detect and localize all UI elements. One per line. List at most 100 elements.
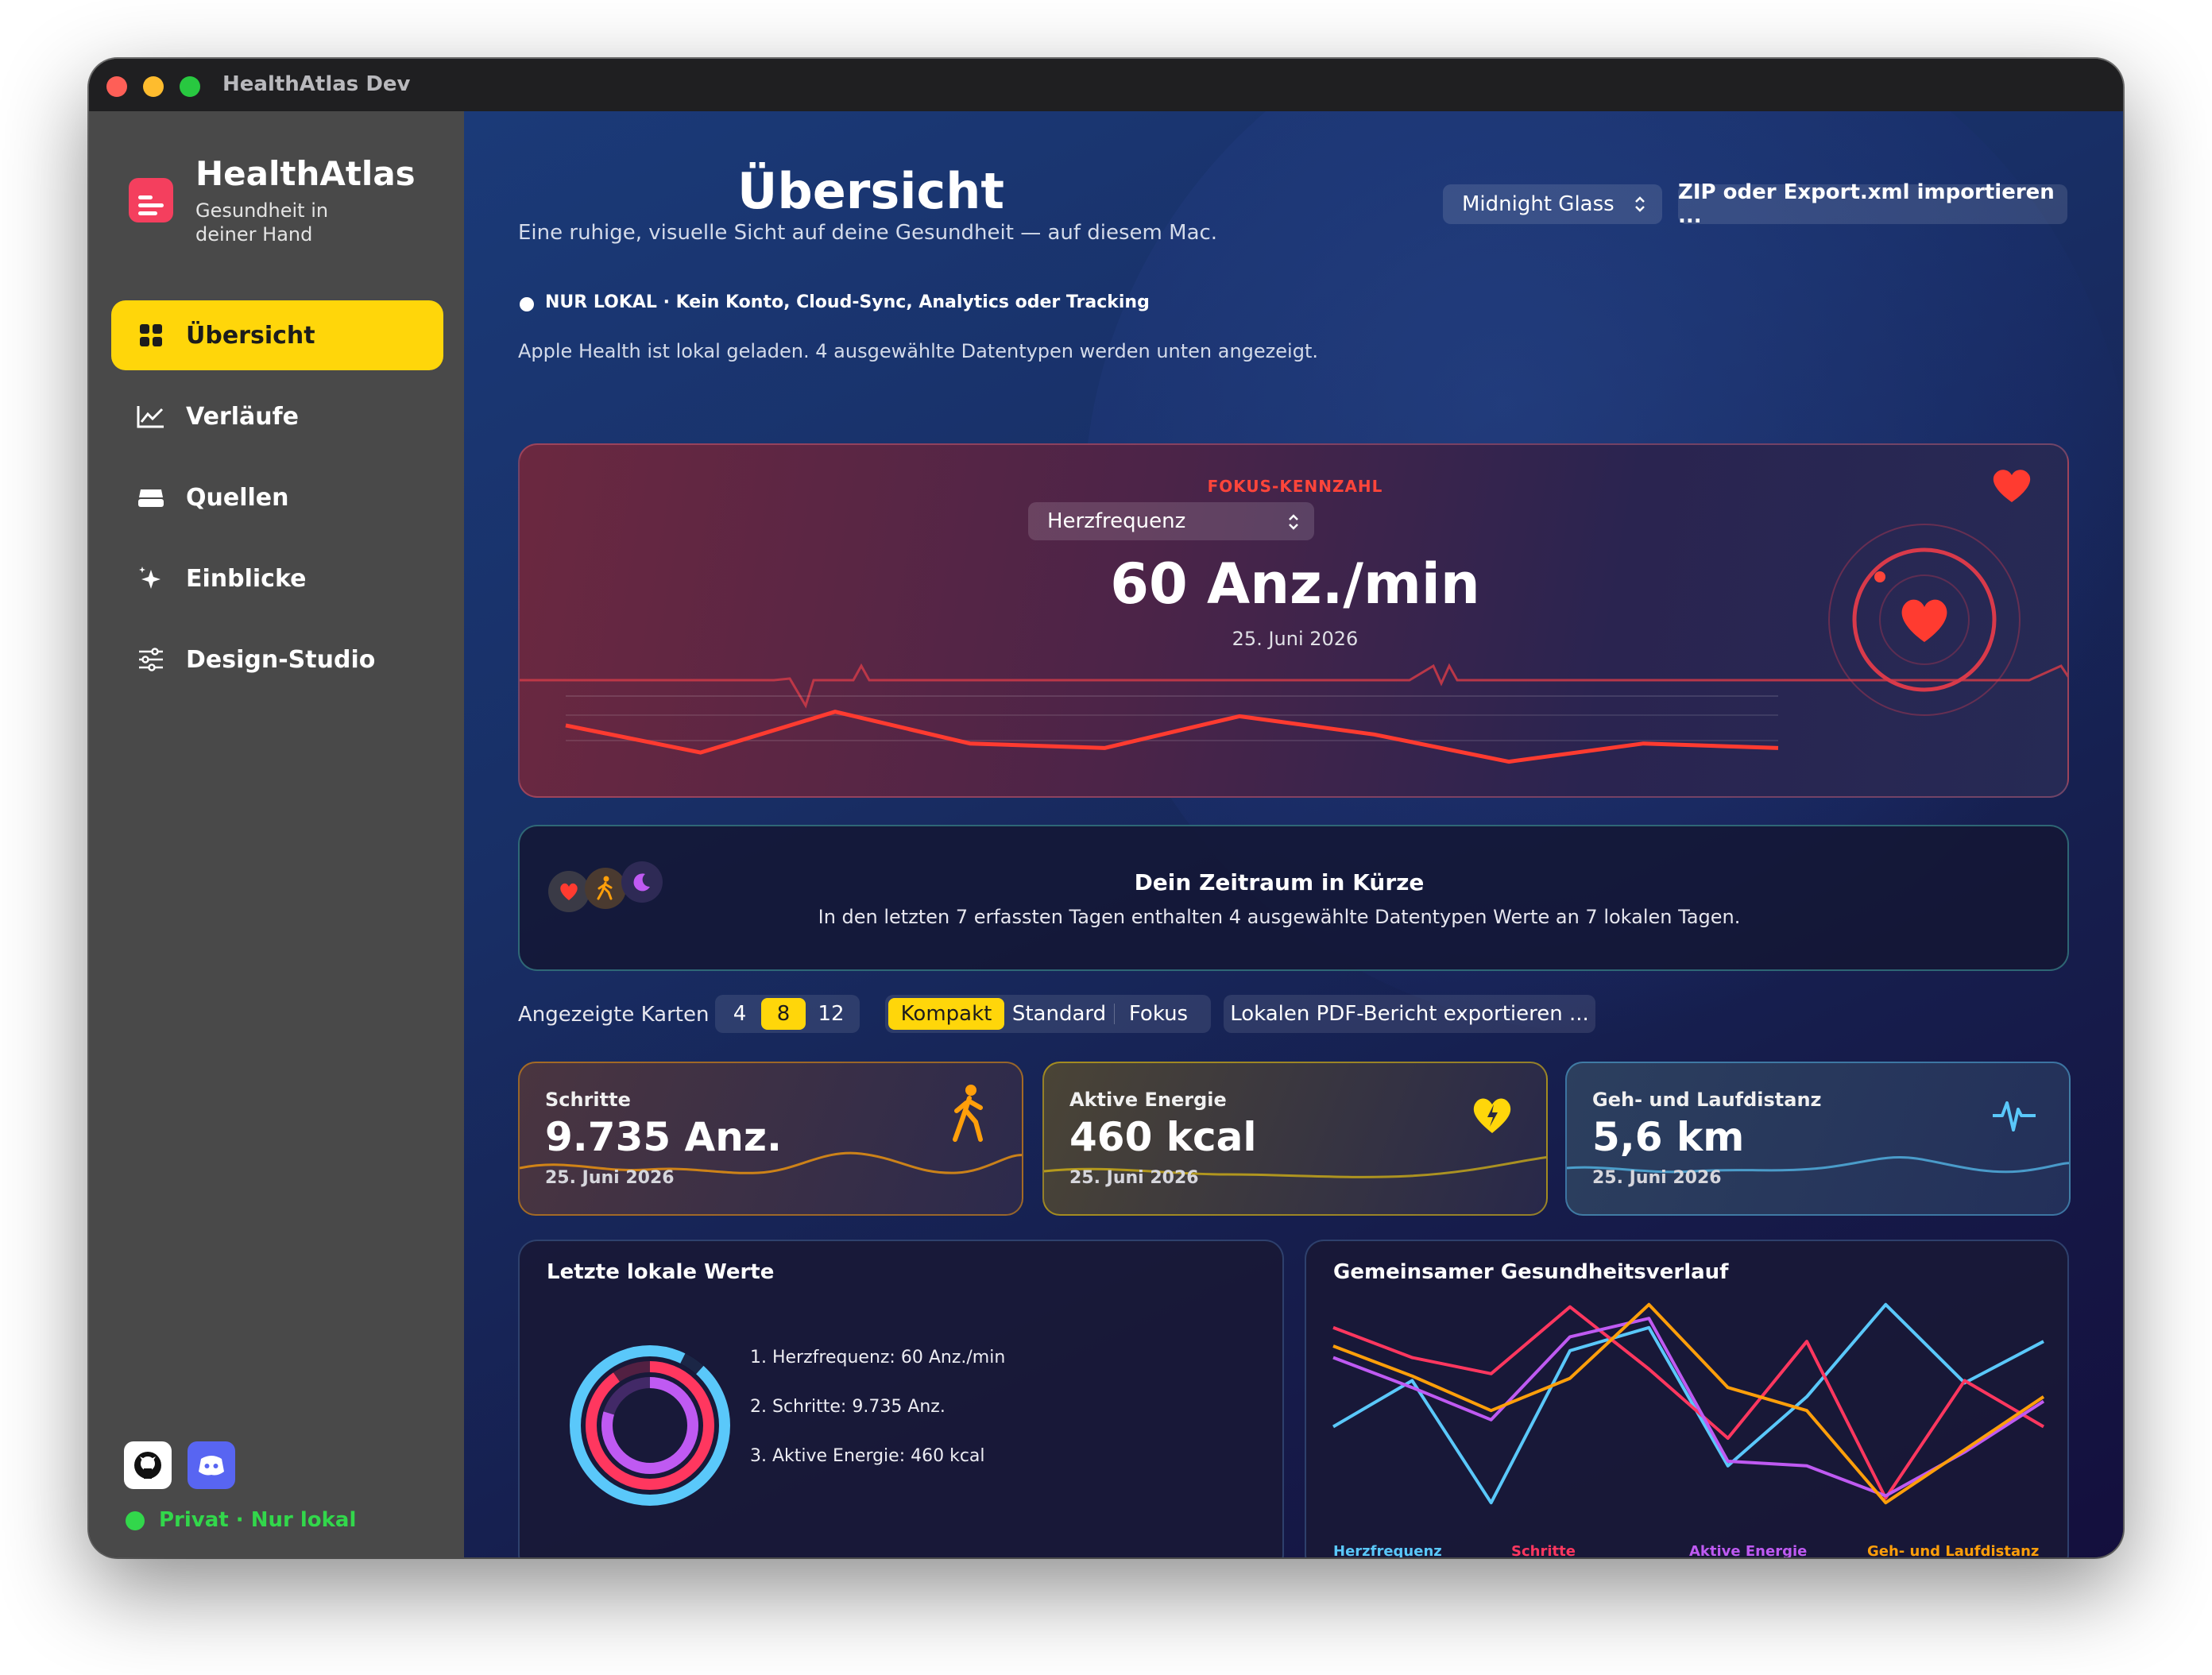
layout-mode-segmented: Kompakt Standard Fokus: [885, 995, 1211, 1033]
discord-icon: [199, 1456, 224, 1476]
minimize-window-button[interactable]: [143, 76, 164, 97]
metric-card-active-energy[interactable]: Aktive Energie 460 kcal 25. Juni 2026: [1042, 1062, 1548, 1216]
trend-line-steps: [1332, 1305, 2045, 1500]
sidebar-item-overview[interactable]: Übersicht: [111, 300, 443, 370]
sidebar: HealthAtlas Gesundheit in deiner Hand Üb…: [89, 111, 464, 1557]
focus-sparkline: [565, 710, 1779, 764]
export-pdf-button[interactable]: Lokalen PDF-Bericht exportieren ...: [1224, 995, 1595, 1033]
focus-sparkline-line: [565, 710, 1779, 764]
theme-select-value: Midnight Glass: [1462, 192, 1615, 216]
legend-heart-rate: Herzfrequenz: [1333, 1543, 1442, 1557]
walking-icon: [949, 1084, 990, 1148]
discord-button[interactable]: [188, 1441, 235, 1489]
card-count-segmented: 4 8 12: [715, 995, 860, 1033]
focus-metric-card: FOKUS-KENNZAHL Herzfrequenz 60 Anz./min …: [518, 443, 2069, 798]
focus-date: 25. Juni 2026: [1232, 628, 1359, 650]
period-summary-card: Dein Zeitraum in Kürze In den letzten 7 …: [518, 825, 2069, 971]
legend-steps: Schritte: [1511, 1543, 1576, 1557]
metric-value: 9.735 Anz.: [545, 1114, 782, 1160]
segment-divider: [1114, 1004, 1115, 1024]
waveform-icon: [1991, 1095, 2037, 1139]
metric-name: Aktive Energie: [1069, 1089, 1227, 1111]
card-count-option[interactable]: 4: [733, 1002, 747, 1026]
metric-date: 25. Juni 2026: [1592, 1168, 1722, 1188]
heart-bolt-icon: [1470, 1095, 1514, 1139]
page-title: Übersicht: [737, 162, 1005, 220]
cards-shown-label: Angezeigte Karten: [518, 1003, 710, 1027]
health-trend-card: Gemeinsamer Gesundheitsverlauf Herzfrequ…: [1305, 1240, 2069, 1557]
steps-wave: [520, 1151, 1022, 1174]
sidebar-item-trends[interactable]: Verläufe: [111, 381, 443, 451]
focus-metric-value: Herzfrequenz: [1047, 509, 1186, 533]
load-status: Apple Health ist lokal geladen. 4 ausgew…: [518, 340, 1318, 362]
app-window: HealthAtlas Dev HealthAtlas Gesundheit i…: [89, 59, 2123, 1557]
sidebar-item-label: Einblicke: [186, 564, 307, 593]
recent-values-card: Letzte lokale Werte 1. Herzfrequenz: 60 …: [518, 1240, 1284, 1557]
app-name: HealthAtlas: [195, 154, 416, 193]
chevron-up-down-icon: [1632, 194, 1648, 220]
recent-value-item: 2. Schritte: 9.735 Anz.: [750, 1397, 946, 1417]
layout-mode-option[interactable]: Fokus: [1128, 1002, 1189, 1026]
sparkles-icon: [135, 565, 167, 592]
sidebar-item-label: Übersicht: [186, 321, 315, 350]
metric-value: 460 kcal: [1069, 1114, 1257, 1160]
sidebar-item-label: Design-Studio: [186, 645, 376, 674]
grid-icon: [135, 323, 167, 347]
title-bar: HealthAtlas Dev: [89, 59, 2123, 112]
legend-active-energy: Aktive Energie: [1689, 1543, 1808, 1557]
layout-mode-option[interactable]: Kompakt: [888, 998, 1004, 1030]
sidebar-item-sources[interactable]: Quellen: [111, 462, 443, 532]
app-logo-icon: [129, 178, 173, 222]
metric-card-distance[interactable]: Geh- und Laufdistanz 5,6 km 25. Juni 202…: [1565, 1062, 2071, 1216]
stack-icon: [135, 486, 167, 509]
sidebar-item-label: Quellen: [186, 483, 289, 512]
github-icon: [134, 1452, 161, 1479]
metric-card-steps[interactable]: Schritte 9.735 Anz. 25. Juni 2026: [518, 1062, 1023, 1216]
focus-value: 60 Anz./min: [1110, 551, 1480, 617]
card-count-option[interactable]: 12: [818, 1002, 845, 1026]
recent-value-item: 3. Aktive Energie: 460 kcal: [750, 1446, 985, 1466]
card-count-option[interactable]: 8: [761, 998, 806, 1030]
privacy-banner: NUR LOKAL · Kein Konto, Cloud-Sync, Anal…: [545, 292, 1150, 312]
trend-line-heart-rate: [1332, 1302, 2044, 1505]
focus-decoration: [520, 470, 2067, 741]
heart-icon: [1993, 470, 2031, 502]
metric-value: 5,6 km: [1592, 1114, 1745, 1160]
walking-icon: [585, 868, 626, 909]
sidebar-item-label: Verläufe: [186, 402, 300, 431]
metric-name: Geh- und Laufdistanz: [1592, 1089, 1822, 1111]
distance-wave: [1567, 1155, 2069, 1174]
chart-line-icon: [135, 404, 167, 428]
import-button[interactable]: ZIP oder Export.xml importieren ...: [1678, 180, 2067, 228]
theme-select[interactable]: Midnight Glass: [1443, 184, 1662, 224]
privacy-status-dot: [126, 1511, 145, 1530]
metric-date: 25. Juni 2026: [545, 1168, 675, 1188]
window-title: HealthAtlas Dev: [222, 72, 411, 96]
heart-icon: [548, 871, 590, 912]
local-only-dot: [520, 297, 534, 311]
legend-distance: Geh- und Laufdistanz: [1867, 1543, 2040, 1557]
sliders-icon: [135, 648, 167, 671]
trend-line-active-energy: [1332, 1317, 2045, 1498]
focus-metric-select[interactable]: Herzfrequenz: [1028, 502, 1314, 540]
sidebar-item-design-studio[interactable]: Design-Studio: [111, 625, 443, 694]
metric-name: Schritte: [545, 1089, 631, 1111]
sidebar-item-insights[interactable]: Einblicke: [111, 544, 443, 613]
chevron-up-down-icon: [1286, 512, 1301, 538]
privacy-status-label: Privat · Nur lokal: [159, 1508, 357, 1532]
recent-value-item: 1. Herzfrequenz: 60 Anz./min: [750, 1348, 1006, 1367]
app-tagline: Gesundheit in deiner Hand: [195, 199, 329, 246]
summary-text: In den letzten 7 erfassten Tagen enthalt…: [818, 906, 1741, 928]
trend-chart: [1332, 1302, 2045, 1505]
trend-line-distance: [1332, 1302, 2045, 1505]
layout-mode-option[interactable]: Standard: [1011, 1002, 1107, 1026]
main-content: Übersicht Eine ruhige, visuelle Sicht au…: [464, 111, 2123, 1557]
moon-icon: [621, 861, 663, 903]
recent-values-title: Letzte lokale Werte: [547, 1260, 775, 1284]
summary-title: Dein Zeitraum in Kürze: [1134, 869, 1425, 896]
github-button[interactable]: [124, 1441, 172, 1489]
energy-wave: [1044, 1155, 1546, 1178]
close-window-button[interactable]: [106, 76, 127, 97]
zoom-window-button[interactable]: [180, 76, 200, 97]
activity-rings: [569, 1344, 731, 1507]
